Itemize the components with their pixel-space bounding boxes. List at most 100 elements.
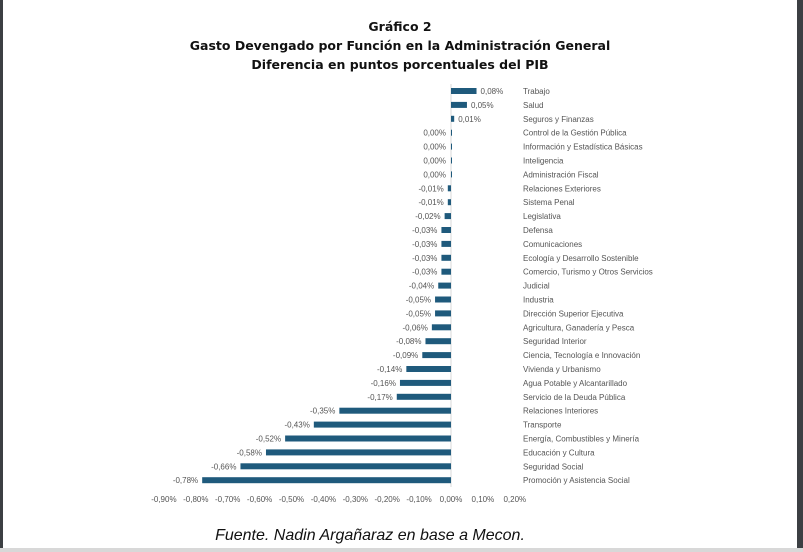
bar-7 bbox=[447, 185, 451, 192]
chart-title: Gráfico 2 bbox=[368, 19, 432, 34]
category-label-20: Vivienda y Urbanismo bbox=[523, 365, 601, 374]
data-label-12: -0,03% bbox=[412, 254, 437, 263]
x-tick-label-4: -0,50% bbox=[279, 495, 304, 504]
data-label-3: 0,00% bbox=[423, 129, 446, 138]
bar-14 bbox=[438, 282, 451, 289]
bar-15 bbox=[435, 296, 451, 303]
x-tick-label-0: -0,90% bbox=[151, 495, 176, 504]
category-label-23: Relaciones Interiores bbox=[523, 407, 598, 416]
bar-20 bbox=[406, 366, 451, 372]
bar-11 bbox=[441, 240, 451, 247]
category-label-18: Seguridad Interior bbox=[523, 337, 587, 346]
data-label-9: -0,02% bbox=[415, 212, 440, 221]
x-tick-label-5: -0,40% bbox=[311, 495, 336, 504]
category-label-2: Seguros y Finanzas bbox=[523, 115, 594, 124]
data-label-6: 0,00% bbox=[423, 170, 446, 179]
bar-12 bbox=[441, 254, 451, 261]
bar-25 bbox=[285, 435, 451, 442]
bar-0 bbox=[451, 88, 477, 94]
bar-3 bbox=[451, 129, 452, 136]
x-tick-label-1: -0,80% bbox=[183, 495, 208, 504]
data-label-15: -0,05% bbox=[406, 296, 431, 305]
data-label-11: -0,03% bbox=[412, 240, 437, 249]
bar-16 bbox=[435, 310, 451, 317]
category-label-17: Agricultura, Ganadería y Pesca bbox=[523, 323, 635, 332]
data-label-10: -0,03% bbox=[412, 226, 437, 235]
x-tick-label-6: -0,30% bbox=[343, 495, 368, 504]
data-label-23: -0,35% bbox=[310, 407, 335, 416]
x-tick-label-3: -0,60% bbox=[247, 495, 272, 504]
bar-2 bbox=[451, 115, 455, 122]
data-label-20: -0,14% bbox=[377, 365, 402, 374]
data-label-22: -0,17% bbox=[367, 393, 392, 402]
x-tick-label-9: 0,00% bbox=[440, 495, 463, 504]
bar-8 bbox=[447, 199, 451, 206]
bar-24 bbox=[313, 421, 451, 428]
bar-27 bbox=[240, 463, 451, 470]
category-label-0: Trabajo bbox=[523, 87, 550, 96]
bar-17 bbox=[431, 324, 451, 331]
category-label-10: Defensa bbox=[523, 226, 553, 235]
category-label-19: Ciencia, Tecnología e Innovación bbox=[523, 351, 640, 360]
bar-28 bbox=[202, 477, 451, 484]
data-label-25: -0,52% bbox=[256, 435, 281, 444]
data-label-16: -0,05% bbox=[406, 309, 431, 318]
bar-10 bbox=[441, 227, 451, 233]
data-label-1: 0,05% bbox=[471, 101, 494, 110]
bar-23 bbox=[339, 407, 451, 414]
data-label-19: -0,09% bbox=[393, 351, 418, 360]
bar-21 bbox=[399, 379, 451, 386]
category-label-6: Administración Fiscal bbox=[523, 170, 599, 179]
bar-6 bbox=[451, 171, 452, 178]
category-label-22: Servicio de la Deuda Pública bbox=[523, 393, 626, 402]
data-label-24: -0,43% bbox=[284, 421, 309, 430]
data-label-26: -0,58% bbox=[237, 448, 262, 457]
category-label-27: Seguridad Social bbox=[523, 462, 584, 471]
data-label-18: -0,08% bbox=[396, 337, 421, 346]
category-label-25: Energía, Combustibles y Minería bbox=[523, 435, 640, 444]
category-label-28: Promoción y Asistencia Social bbox=[523, 476, 630, 485]
data-label-17: -0,06% bbox=[403, 323, 428, 332]
data-label-28: -0,78% bbox=[173, 476, 198, 485]
bar-5 bbox=[451, 157, 452, 164]
category-label-1: Salud bbox=[523, 101, 543, 110]
category-label-3: Control de la Gestión Pública bbox=[523, 129, 627, 138]
category-label-4: Información y Estadística Básicas bbox=[523, 143, 643, 152]
category-label-8: Sistema Penal bbox=[523, 198, 575, 207]
category-label-14: Judicial bbox=[523, 282, 550, 291]
chart-subtitle-1: Gasto Devengado por Función en la Admini… bbox=[189, 38, 611, 53]
bar-22 bbox=[396, 393, 451, 400]
data-label-21: -0,16% bbox=[371, 379, 396, 388]
category-label-12: Ecología y Desarrollo Sostenible bbox=[523, 254, 639, 263]
category-label-21: Agua Potable y Alcantarillado bbox=[523, 379, 628, 388]
category-label-7: Relaciones Exteriores bbox=[523, 184, 601, 193]
data-label-14: -0,04% bbox=[409, 282, 434, 291]
category-label-13: Comercio, Turismo y Otros Servicios bbox=[523, 268, 653, 277]
category-label-26: Educación y Cultura bbox=[523, 448, 595, 457]
category-label-11: Comunicaciones bbox=[523, 240, 582, 249]
bar-13 bbox=[441, 268, 451, 275]
bar-1 bbox=[451, 101, 467, 108]
category-label-15: Industria bbox=[523, 296, 554, 305]
data-label-8: -0,01% bbox=[418, 198, 443, 207]
window-bottom-strip bbox=[0, 548, 803, 552]
category-label-5: Inteligencia bbox=[523, 157, 564, 166]
data-label-27: -0,66% bbox=[211, 462, 236, 471]
data-label-4: 0,00% bbox=[423, 143, 446, 152]
category-label-24: Transporte bbox=[523, 421, 562, 430]
data-label-7: -0,01% bbox=[418, 184, 443, 193]
bar-18 bbox=[425, 338, 451, 345]
data-label-13: -0,03% bbox=[412, 268, 437, 277]
x-tick-label-11: 0,20% bbox=[503, 495, 526, 504]
source-note: Fuente. Nadin Argañaraz en base a Mecon. bbox=[215, 527, 525, 544]
data-label-5: 0,00% bbox=[423, 157, 446, 166]
chart-subtitle-2: Diferencia en puntos porcentuales del PI… bbox=[251, 57, 549, 72]
x-tick-label-2: -0,70% bbox=[215, 495, 240, 504]
x-tick-label-7: -0,20% bbox=[375, 495, 400, 504]
document-page: Gráfico 2 Gasto Devengado por Función en… bbox=[3, 0, 797, 548]
data-label-0: 0,08% bbox=[481, 87, 504, 96]
x-tick-label-8: -0,10% bbox=[406, 495, 431, 504]
category-label-9: Legislativa bbox=[523, 212, 561, 221]
bar-26 bbox=[265, 449, 451, 456]
x-tick-label-10: 0,10% bbox=[472, 495, 495, 504]
